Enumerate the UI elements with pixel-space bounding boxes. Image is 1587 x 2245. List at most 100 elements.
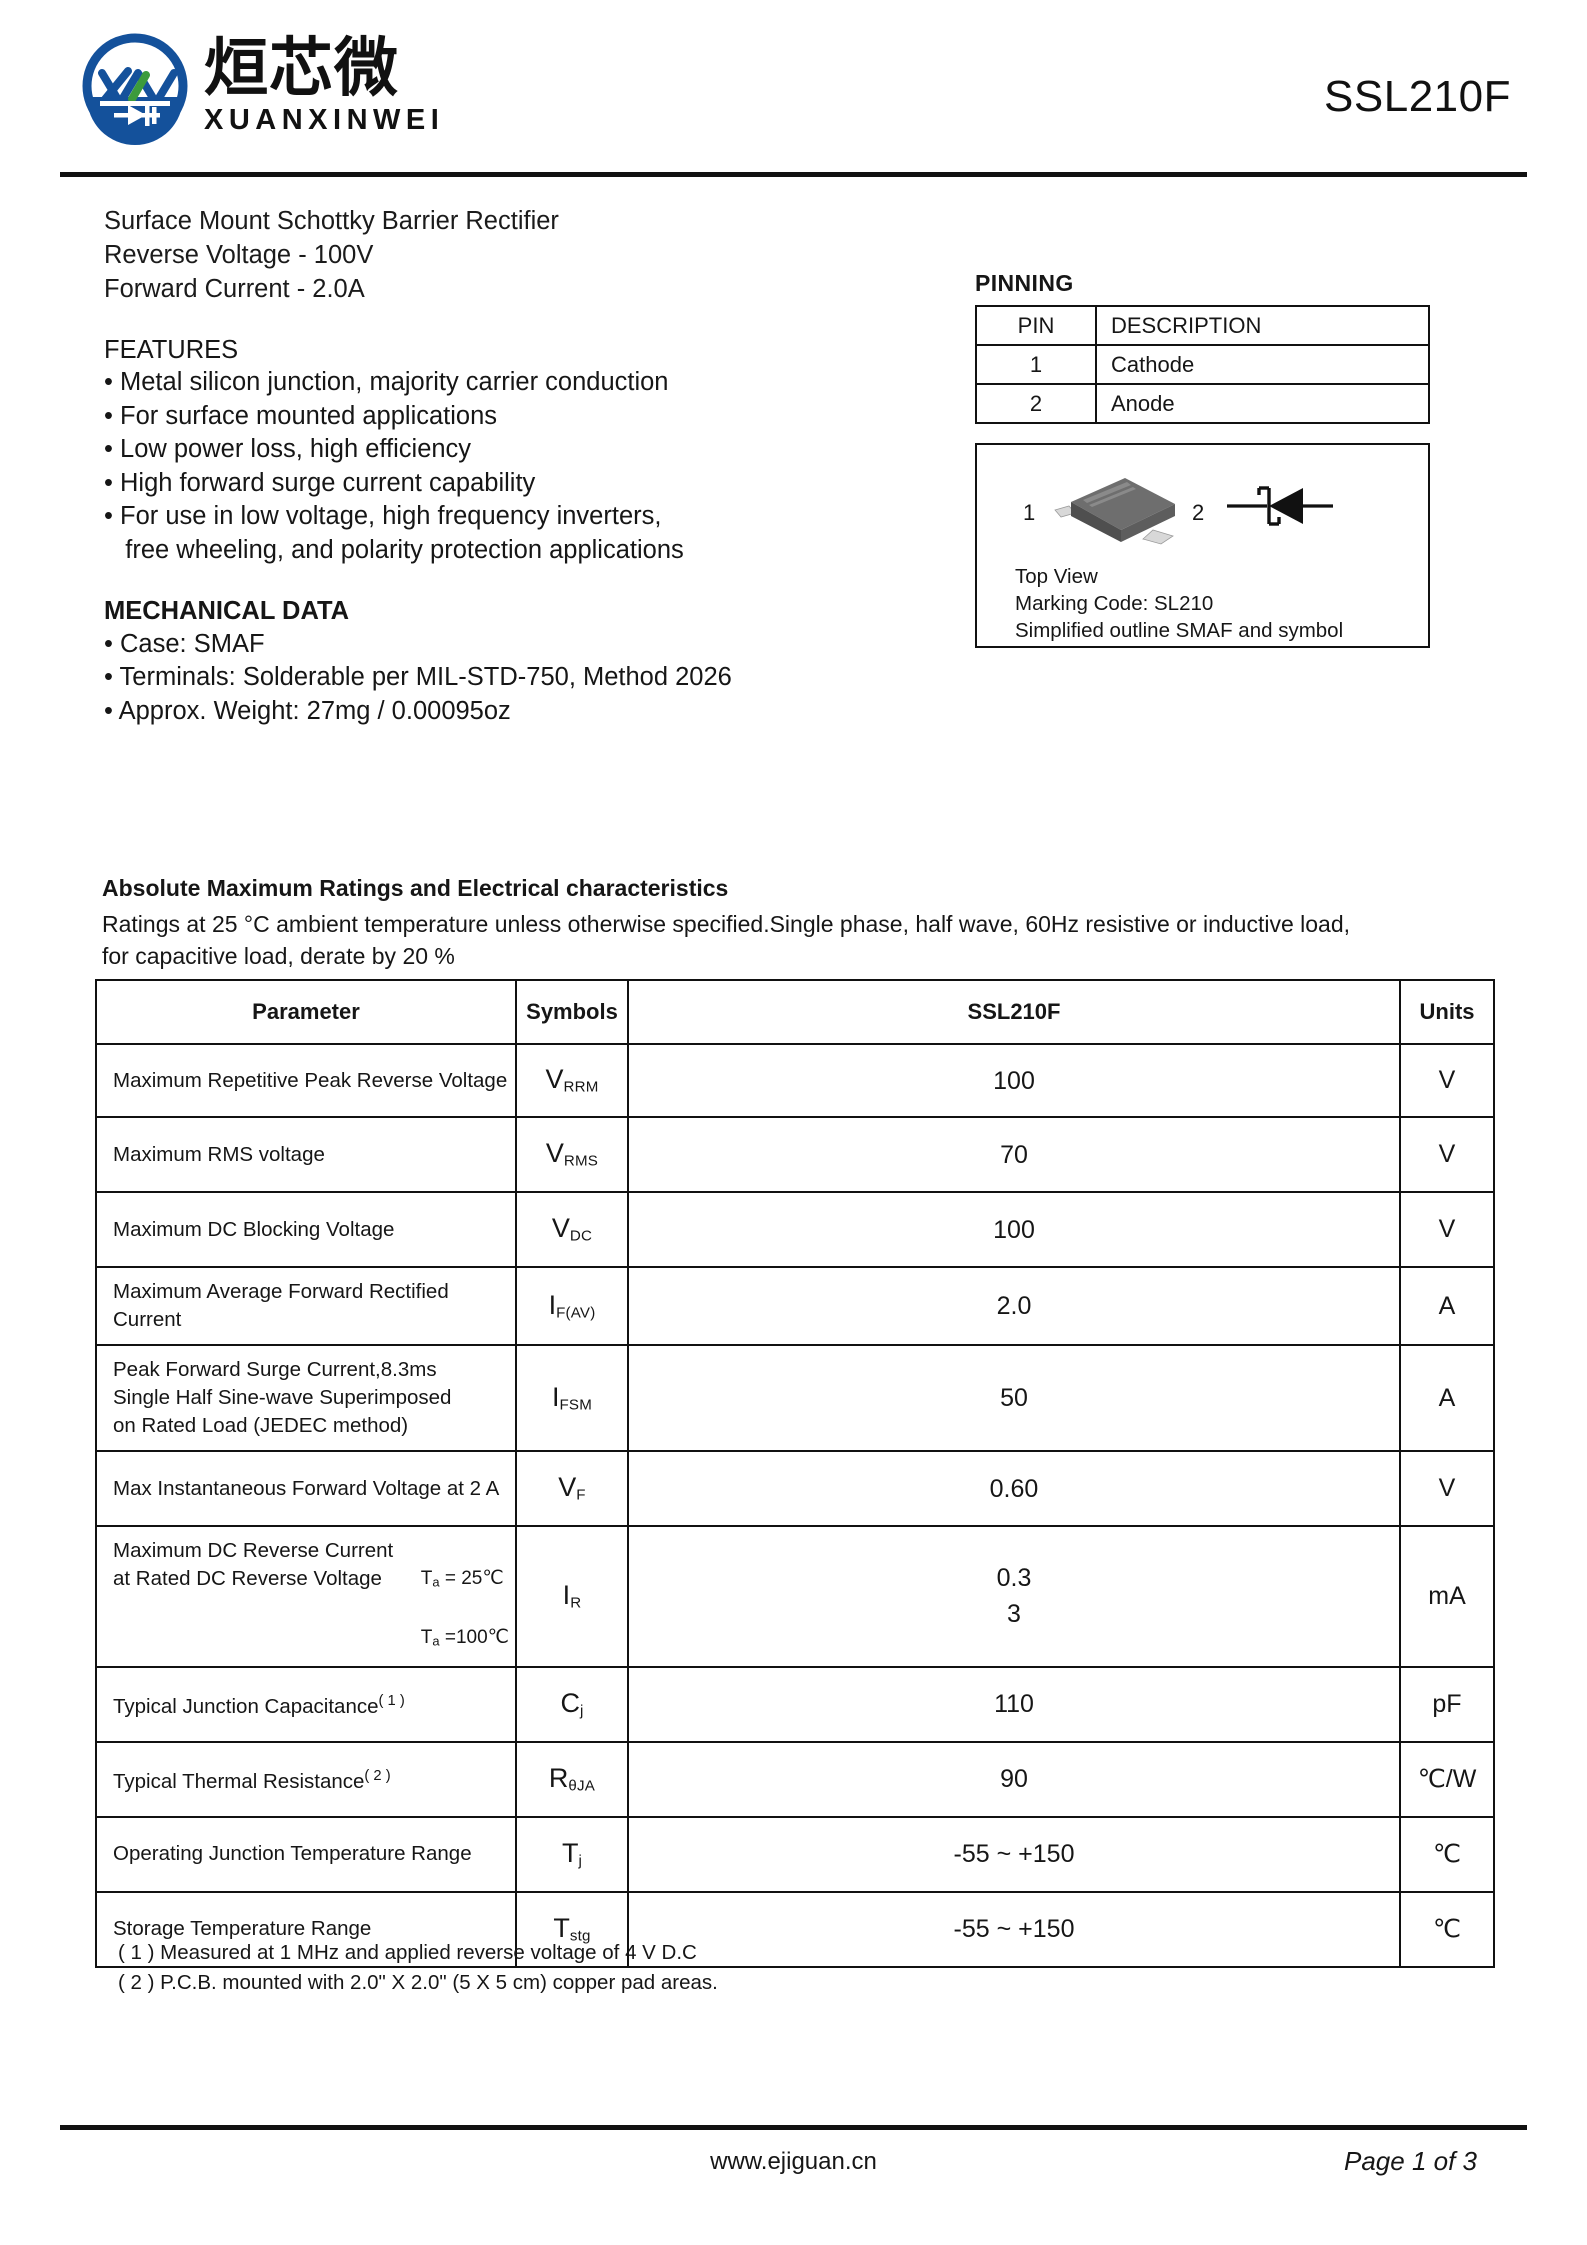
- footer-divider: [60, 2125, 1527, 2130]
- parameter-label: Maximum DC Reverse Current at Rated DC R…: [113, 1539, 394, 1590]
- pin-description: Cathode: [1095, 344, 1430, 385]
- ratings-heading: Absolute Maximum Ratings and Electrical …: [102, 875, 729, 901]
- parameter-value: 90: [627, 1740, 1401, 1818]
- condition-line-1: Ta = 25℃: [420, 1568, 504, 1590]
- footer-page-number: Page 1 of 3: [1344, 2146, 1477, 2176]
- page-header: 烜芯微 XUANXINWEI SSL210F: [0, 0, 1587, 180]
- pinning-section: PINNING PIN DESCRIPTION 1 Cathode 2 Anod…: [975, 270, 1437, 424]
- parameter-unit: ℃/W: [1399, 1740, 1495, 1818]
- package-caption-outline: Simplified outline SMAF and symbol: [1015, 619, 1344, 642]
- intro-section: Surface Mount Schottky Barrier Rectifier…: [104, 204, 804, 728]
- table-row: 1 Cathode: [975, 344, 1430, 385]
- parameter-name: Typical Thermal Resistance( 2 ): [95, 1740, 517, 1818]
- parameter-unit: ℃: [1399, 1815, 1495, 1893]
- table-row: Operating Junction Temperature Range Tj …: [95, 1815, 1495, 1893]
- table-row: Maximum RMS voltage VRMS 70 V: [95, 1116, 1495, 1193]
- feature-item: • For surface mounted applications: [104, 401, 498, 430]
- mechanical-item: • Terminals: Solderable per MIL-STD-750,…: [104, 663, 732, 692]
- parameter-unit: mA: [1399, 1525, 1495, 1668]
- parameter-symbol: VF: [515, 1450, 629, 1527]
- page-title: SSL210F: [1324, 72, 1511, 121]
- feature-item: free wheeling, and polarity protection a…: [104, 535, 684, 564]
- parameter-value: 110: [627, 1665, 1401, 1743]
- table-header-row: PIN DESCRIPTION: [975, 305, 1430, 346]
- parameter-name: Maximum RMS voltage: [95, 1116, 517, 1193]
- parameter-symbol: VDC: [515, 1191, 629, 1268]
- parameter-symbol: IR: [515, 1525, 629, 1668]
- parameter-unit: V: [1399, 1116, 1495, 1193]
- ratings-note-line: Ratings at 25 °C ambient temperature unl…: [102, 911, 1351, 937]
- footer-website[interactable]: www.ejiguan.cn: [710, 2148, 877, 2175]
- characteristics-table: Parameter Symbols SSL210F Units Maximum …: [95, 979, 1495, 1968]
- mechanical-item: • Approx. Weight: 27mg / 0.00095oz: [104, 696, 511, 725]
- parameter-value: 0.60: [627, 1450, 1401, 1527]
- parameter-symbol: Cj: [515, 1665, 629, 1743]
- pin-description: Anode: [1095, 383, 1430, 424]
- xuanxinwei-logo-icon: [82, 33, 188, 145]
- pinning-header-description: DESCRIPTION: [1095, 305, 1430, 346]
- footnote-marker: ( 2 ): [364, 1768, 391, 1785]
- features-heading: FEATURES: [104, 336, 239, 364]
- ratings-note-line: for capacitive load, derate by 20 %: [102, 943, 455, 969]
- parameter-value: 0.3 3: [627, 1525, 1401, 1668]
- logo-chinese-name: 烜芯微: [204, 32, 399, 106]
- mechanical-data-heading: MECHANICAL DATA: [104, 596, 350, 625]
- parameter-name: Typical Junction Capacitance( 1 ): [95, 1665, 517, 1743]
- footnote-item: ( 1 ) Measured at 1 MHz and applied reve…: [118, 1941, 697, 1964]
- table-row: Typical Thermal Resistance( 2 ) RθJA 90 …: [95, 1740, 1495, 1818]
- pin-number: 1: [975, 344, 1097, 385]
- table-row: Peak Forward Surge Current,8.3ms Single …: [95, 1344, 1495, 1452]
- parameter-unit: V: [1399, 1191, 1495, 1268]
- parameter-unit: pF: [1399, 1665, 1495, 1743]
- package-caption: Top View Marking Code: SL210 Simplified …: [1015, 563, 1343, 644]
- feature-item: • Metal silicon junction, majority carri…: [104, 368, 669, 396]
- parameter-value: 2.0: [627, 1266, 1401, 1346]
- parameter-unit: A: [1399, 1266, 1495, 1346]
- parameter-value: -55 ~ +150: [627, 1815, 1401, 1893]
- logo-english-name: XUANXINWEI: [204, 104, 445, 136]
- parameter-symbol: Tstg: [515, 1890, 629, 1968]
- package-caption-topview: Top View: [1015, 565, 1098, 588]
- package-pin2-label: 2: [1192, 500, 1205, 525]
- footnote-marker: ( 1 ): [378, 1693, 405, 1710]
- parameter-value: 70: [627, 1116, 1401, 1193]
- parameter-value: 100: [627, 1043, 1401, 1118]
- parameter-value: -55 ~ +150: [627, 1890, 1401, 1968]
- parameter-symbol: IF(AV): [515, 1266, 629, 1346]
- table-row: Maximum DC Reverse Current at Rated DC R…: [95, 1525, 1495, 1668]
- ratings-note: Ratings at 25 °C ambient temperature unl…: [102, 908, 1502, 972]
- parameter-symbol: VRMS: [515, 1116, 629, 1193]
- company-logo: 烜芯微 XUANXINWEI: [76, 27, 444, 145]
- forward-current-line: Forward Current - 2.0A: [104, 275, 365, 303]
- column-header-units: Units: [1399, 979, 1495, 1045]
- logo-wordmark: 烜芯微 XUANXINWEI: [204, 37, 444, 135]
- feature-item: • Low power loss, high efficiency: [104, 435, 472, 464]
- package-marking-code: Marking Code: SL210: [1015, 592, 1214, 615]
- pinning-heading: PINNING: [975, 270, 1074, 296]
- pin-number: 2: [975, 383, 1097, 424]
- parameter-name: Maximum DC Blocking Voltage: [95, 1191, 517, 1268]
- parameter-unit: ℃: [1399, 1890, 1495, 1968]
- package-pin1-label: 1: [1023, 500, 1036, 525]
- table-header-row: Parameter Symbols SSL210F Units: [95, 979, 1495, 1045]
- parameter-symbol: Tj: [515, 1815, 629, 1893]
- pinning-header-pin: PIN: [975, 305, 1097, 346]
- product-description-line: Surface Mount Schottky Barrier Rectifier: [104, 207, 559, 235]
- parameter-unit: V: [1399, 1450, 1495, 1527]
- table-row: Maximum Repetitive Peak Reverse Voltage …: [95, 1043, 1495, 1118]
- smaf-package-icon: [1054, 478, 1175, 545]
- mechanical-item: • Case: SMAF: [104, 629, 265, 658]
- parameter-name: Maximum Repetitive Peak Reverse Voltage: [95, 1043, 517, 1118]
- footnotes-block: ( 1 ) Measured at 1 MHz and applied reve…: [118, 1938, 718, 1998]
- package-outline-box: 1 2 Top View Marking Code: SL210 Simplif…: [975, 443, 1430, 648]
- column-header-parameter: Parameter: [95, 979, 517, 1045]
- table-row: Storage Temperature Range Tstg -55 ~ +15…: [95, 1890, 1495, 1968]
- condition-line-2: Ta =100℃: [420, 1627, 509, 1649]
- reverse-voltage-line: Reverse Voltage - 100V: [104, 241, 374, 269]
- parameter-value: 100: [627, 1191, 1401, 1268]
- feature-item: • High forward surge current capability: [104, 468, 536, 497]
- parameter-symbol: VRRM: [515, 1043, 629, 1118]
- parameter-conditions: Ta = 25℃ Ta =100℃: [421, 1537, 515, 1656]
- table-row: Maximum Average Forward Rectified Curren…: [95, 1266, 1495, 1346]
- table-row: Max Instantaneous Forward Voltage at 2 A…: [95, 1450, 1495, 1527]
